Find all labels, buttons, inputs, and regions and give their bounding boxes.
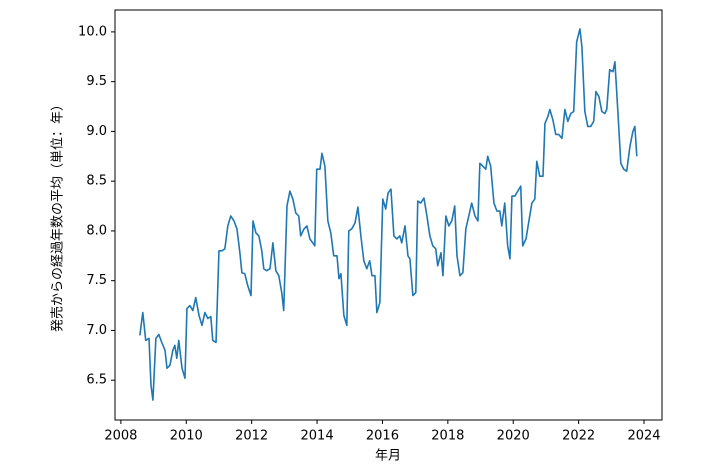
y-tick-label: 9.0 xyxy=(86,124,107,139)
x-tick-label: 2024 xyxy=(627,429,660,444)
x-tick-label: 2014 xyxy=(301,429,334,444)
plot-frame xyxy=(114,9,663,421)
y-tick-label: 8.0 xyxy=(86,223,107,238)
x-tick-label: 2010 xyxy=(170,429,203,444)
data-line xyxy=(139,28,638,401)
y-axis-label: 発売からの経過年数の平均（単位：年） xyxy=(50,98,66,332)
y-tick-label: 7.5 xyxy=(86,273,107,288)
x-axis-label: 年月 xyxy=(375,449,401,464)
y-tick-label: 9.5 xyxy=(86,74,107,89)
y-tick-label: 10.0 xyxy=(78,24,107,39)
x-tick-label: 2016 xyxy=(366,429,399,444)
x-tick-label: 2022 xyxy=(562,429,595,444)
x-tick-label: 2012 xyxy=(235,429,268,444)
y-tick-label: 7.0 xyxy=(86,323,107,338)
x-tick-label: 2008 xyxy=(104,429,137,444)
x-tick-label: 2020 xyxy=(497,429,530,444)
y-tick-label: 8.5 xyxy=(86,174,107,189)
y-tick-label: 6.5 xyxy=(86,373,107,388)
x-tick-label: 2018 xyxy=(431,429,464,444)
